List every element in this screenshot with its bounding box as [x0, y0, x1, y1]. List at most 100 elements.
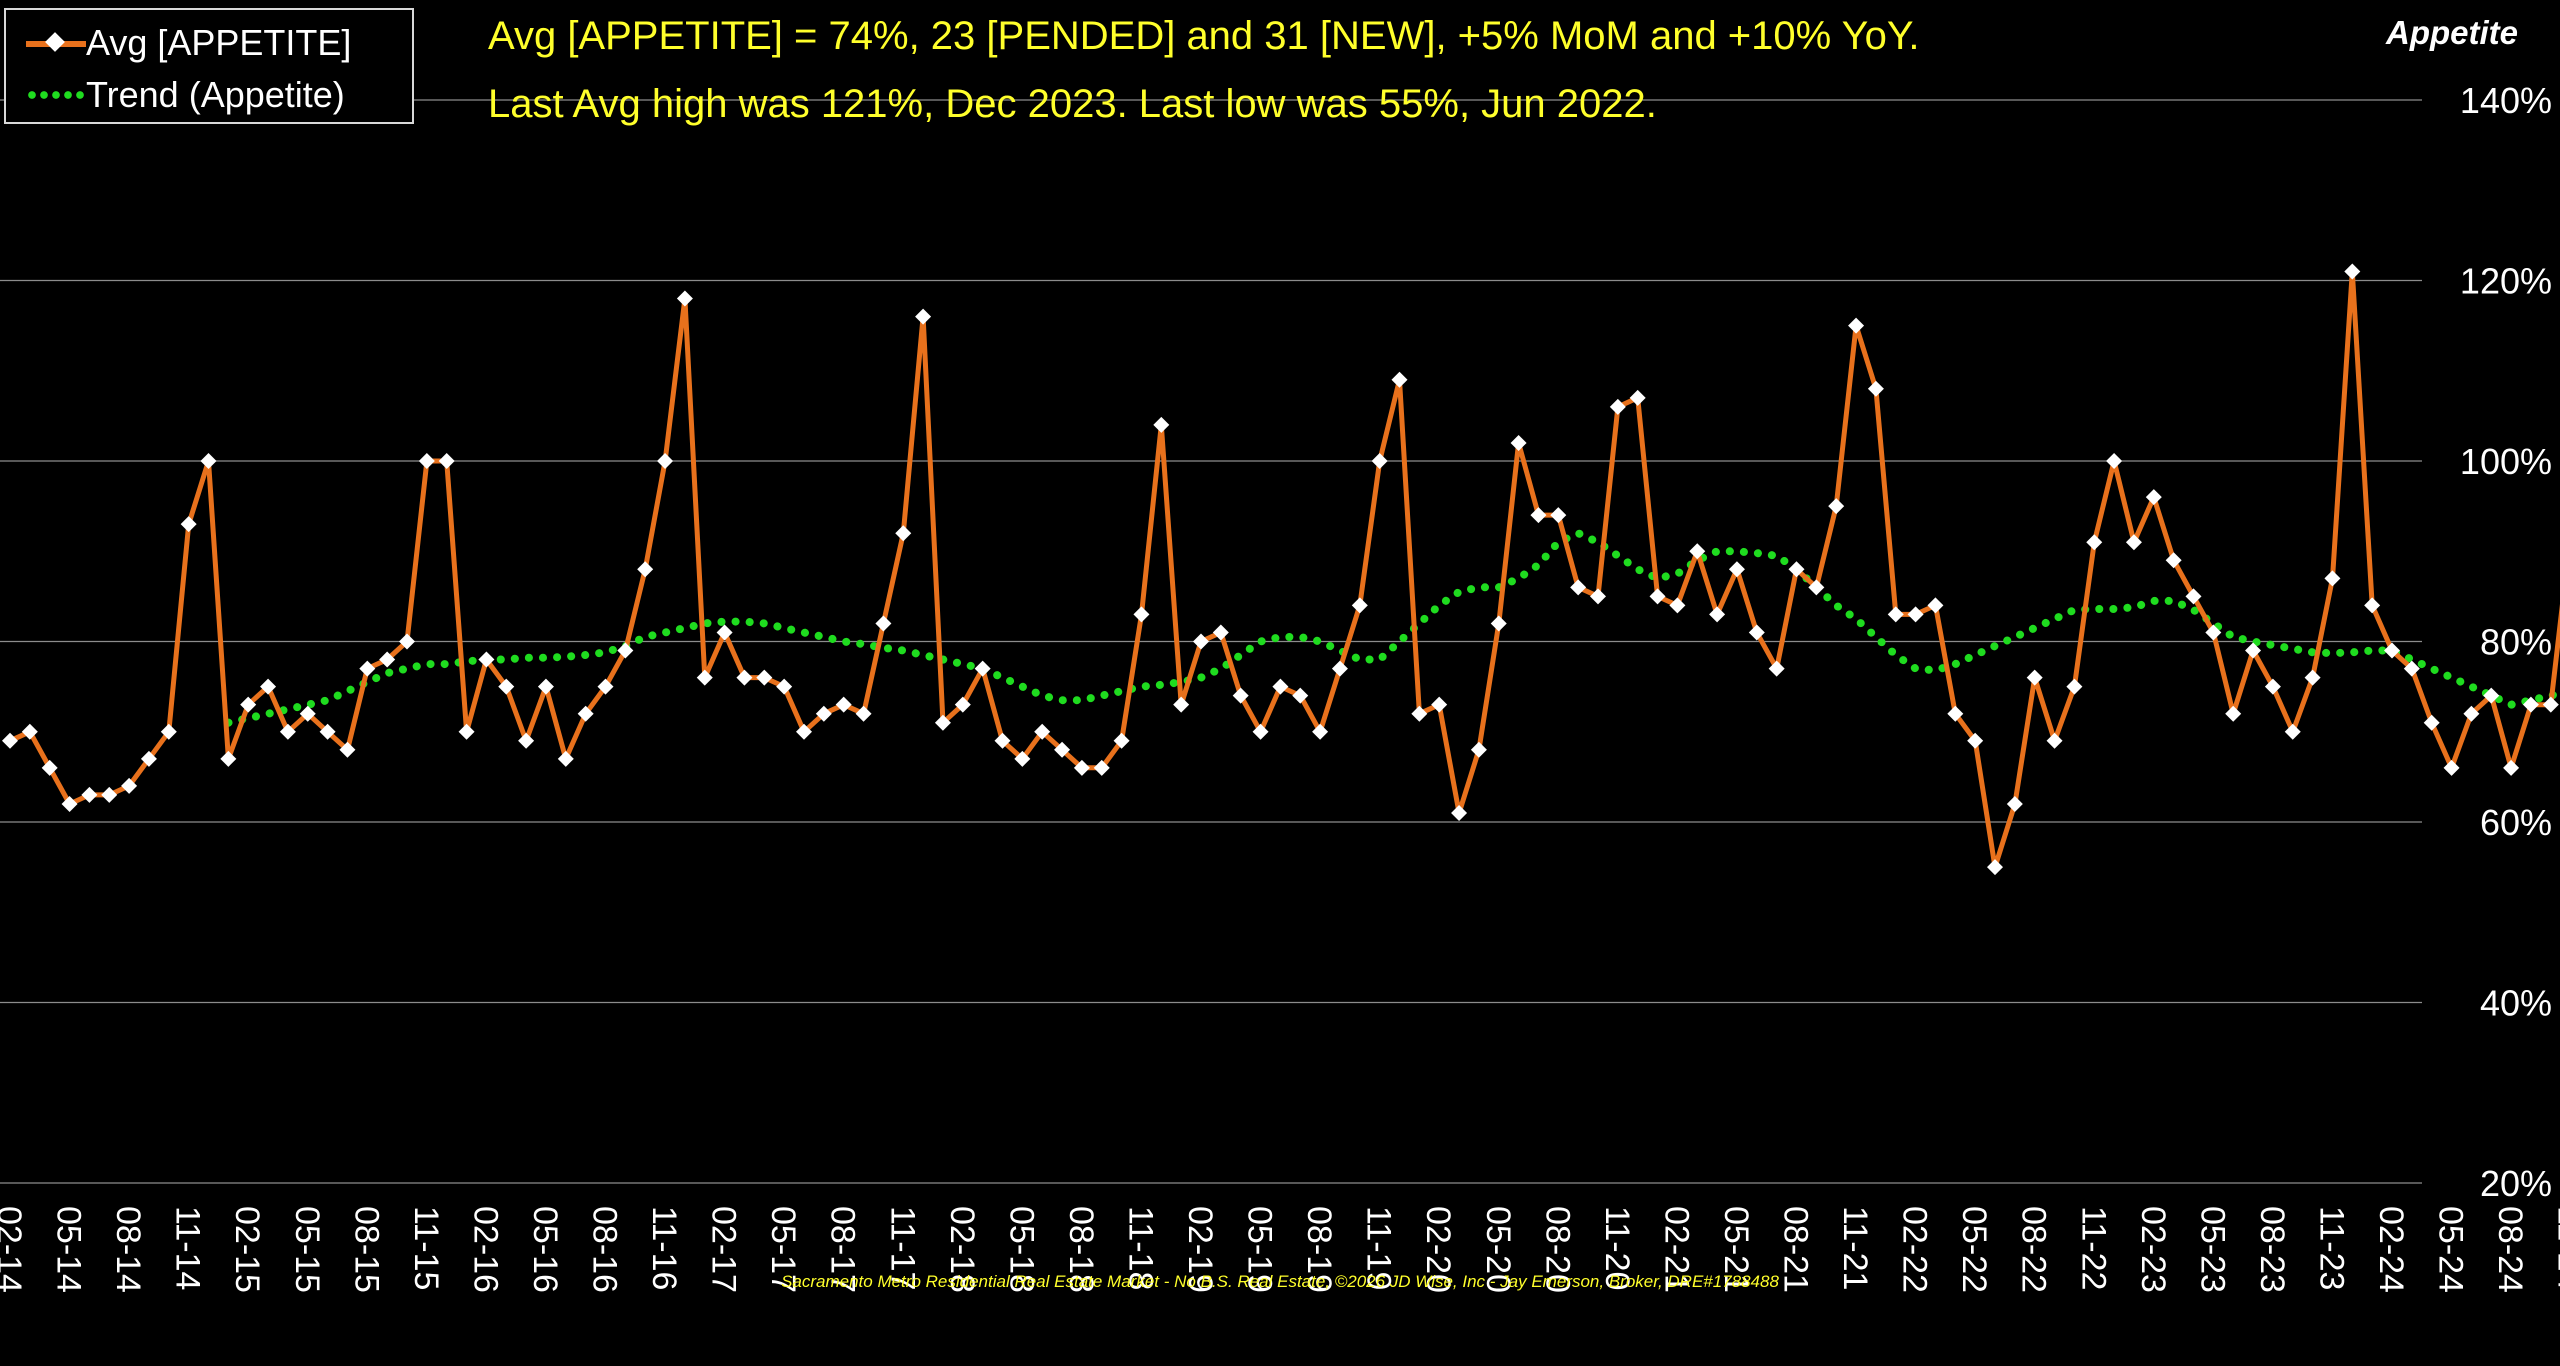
data-point-marker: [319, 723, 336, 740]
data-point-marker: [1609, 398, 1626, 415]
data-point-marker: [260, 678, 277, 695]
data-point-marker: [2443, 759, 2460, 776]
data-point-marker: [1967, 732, 1984, 749]
x-tick-label: 02-22: [1896, 1206, 1934, 1293]
data-point-marker: [458, 723, 475, 740]
data-point-marker: [1312, 723, 1329, 740]
data-point-marker: [557, 750, 574, 767]
data-point-marker: [1133, 606, 1150, 623]
data-point-marker: [1510, 434, 1527, 451]
data-point-marker: [617, 642, 634, 659]
x-tick-label: 11-19: [1360, 1206, 1398, 1290]
x-tick-label: 02-18: [943, 1206, 981, 1293]
data-point-marker: [776, 678, 793, 695]
data-point-marker: [2384, 642, 2400, 659]
data-point-marker: [1153, 416, 1170, 433]
trend-line: [224, 528, 2560, 727]
x-tick-label: 11-15: [407, 1206, 445, 1290]
data-point-marker: [160, 723, 177, 740]
x-tick-label: 05-17: [764, 1206, 802, 1293]
data-point-marker: [835, 696, 852, 713]
data-point-marker: [1748, 624, 1765, 641]
data-point-marker: [716, 624, 733, 641]
y-tick-label: 20%: [2480, 1163, 2552, 1204]
legend: Avg [APPETITE] Trend (Appetite): [4, 8, 414, 124]
data-point-marker: [1728, 561, 1745, 578]
data-point-marker: [696, 669, 713, 686]
data-point-marker: [1669, 597, 1686, 614]
trend-series: [224, 528, 2560, 727]
data-point-marker: [1828, 498, 1845, 515]
x-tick-label: 11-18: [1121, 1206, 1159, 1290]
x-tick-label: 08-23: [2253, 1206, 2291, 1293]
data-point-marker: [299, 705, 316, 722]
data-point-marker: [2483, 687, 2500, 704]
data-point-marker: [676, 290, 693, 307]
data-point-marker: [895, 525, 912, 542]
data-point-marker: [1113, 732, 1130, 749]
x-tick-label: 02-20: [1419, 1206, 1457, 1293]
data-point-marker: [1014, 750, 1031, 767]
x-tick-label: 02-16: [466, 1206, 504, 1293]
data-point-marker: [140, 750, 157, 767]
data-point-marker: [815, 705, 832, 722]
data-point-marker: [1292, 687, 1309, 704]
data-point-marker: [2264, 678, 2281, 695]
x-tick-label: 08-19: [1300, 1206, 1338, 1293]
footer-credit: Sacramento Metro Residential Real Estate…: [781, 1272, 1779, 1291]
data-point-marker: [21, 723, 38, 740]
x-tick-label: 05-22: [1955, 1206, 1993, 1293]
data-point-marker: [2423, 714, 2440, 731]
y-tick-label: 40%: [2480, 983, 2552, 1024]
data-point-marker: [1709, 606, 1726, 623]
data-point-marker: [1649, 588, 1666, 605]
y-tick-label: 80%: [2480, 622, 2552, 663]
data-point-marker: [796, 723, 812, 740]
avg-appetite-series: [2, 263, 2560, 876]
data-point-marker: [1947, 705, 1964, 722]
data-point-marker: [2106, 453, 2123, 469]
x-tick-label: 05-18: [1002, 1206, 1040, 1293]
data-point-marker: [2284, 723, 2301, 740]
data-point-marker: [1629, 389, 1646, 406]
data-point-marker: [2344, 263, 2361, 280]
legend-entry-avg: Avg [APPETITE]: [6, 18, 351, 68]
data-point-marker: [2522, 696, 2539, 713]
avg-appetite-line: [8, 269, 2560, 870]
data-point-marker: [1054, 741, 1071, 758]
data-point-marker: [1371, 453, 1388, 469]
data-point-marker: [41, 759, 58, 776]
x-tick-label: 05-20: [1479, 1206, 1517, 1293]
y-axis-title: Appetite: [2386, 14, 2518, 51]
y-tick-label: 120%: [2460, 261, 2552, 302]
data-point-marker: [1907, 606, 1924, 623]
legend-label-avg: Avg [APPETITE]: [86, 22, 352, 63]
data-point-marker: [2463, 705, 2480, 722]
data-point-marker: [2, 732, 18, 749]
data-point-marker: [1212, 624, 1229, 641]
x-tick-label: 02-14: [0, 1206, 28, 1293]
data-point-marker: [1848, 317, 1865, 334]
data-point-marker: [1093, 759, 1110, 776]
x-tick-label: 11-23: [2312, 1206, 2350, 1290]
x-tick-label: 08-16: [586, 1206, 624, 1293]
legend-entry-trend: Trend (Appetite): [6, 70, 345, 120]
x-axis-tick-labels: 02-14 05-14 08-14 11-14 02-15 05-15 08-15 11-15…: [0, 1206, 2560, 1293]
data-point-marker: [518, 732, 535, 749]
data-point-marker: [1987, 859, 2003, 876]
data-point-marker: [1193, 633, 1209, 650]
x-tick-label: 08-17: [824, 1206, 862, 1293]
x-tick-label: 02-24: [2372, 1206, 2410, 1293]
data-point-marker: [657, 453, 674, 469]
data-point-marker: [1232, 687, 1249, 704]
data-point-marker: [1431, 696, 1448, 713]
data-point-marker: [2364, 597, 2381, 614]
data-point-marker: [379, 651, 396, 668]
data-point-marker: [2225, 705, 2242, 722]
legend-dotted-swatch: [6, 70, 88, 120]
data-point-marker: [537, 678, 554, 695]
data-point-marker: [2026, 669, 2043, 686]
data-point-marker: [1331, 660, 1348, 677]
data-point-marker: [1073, 759, 1090, 776]
